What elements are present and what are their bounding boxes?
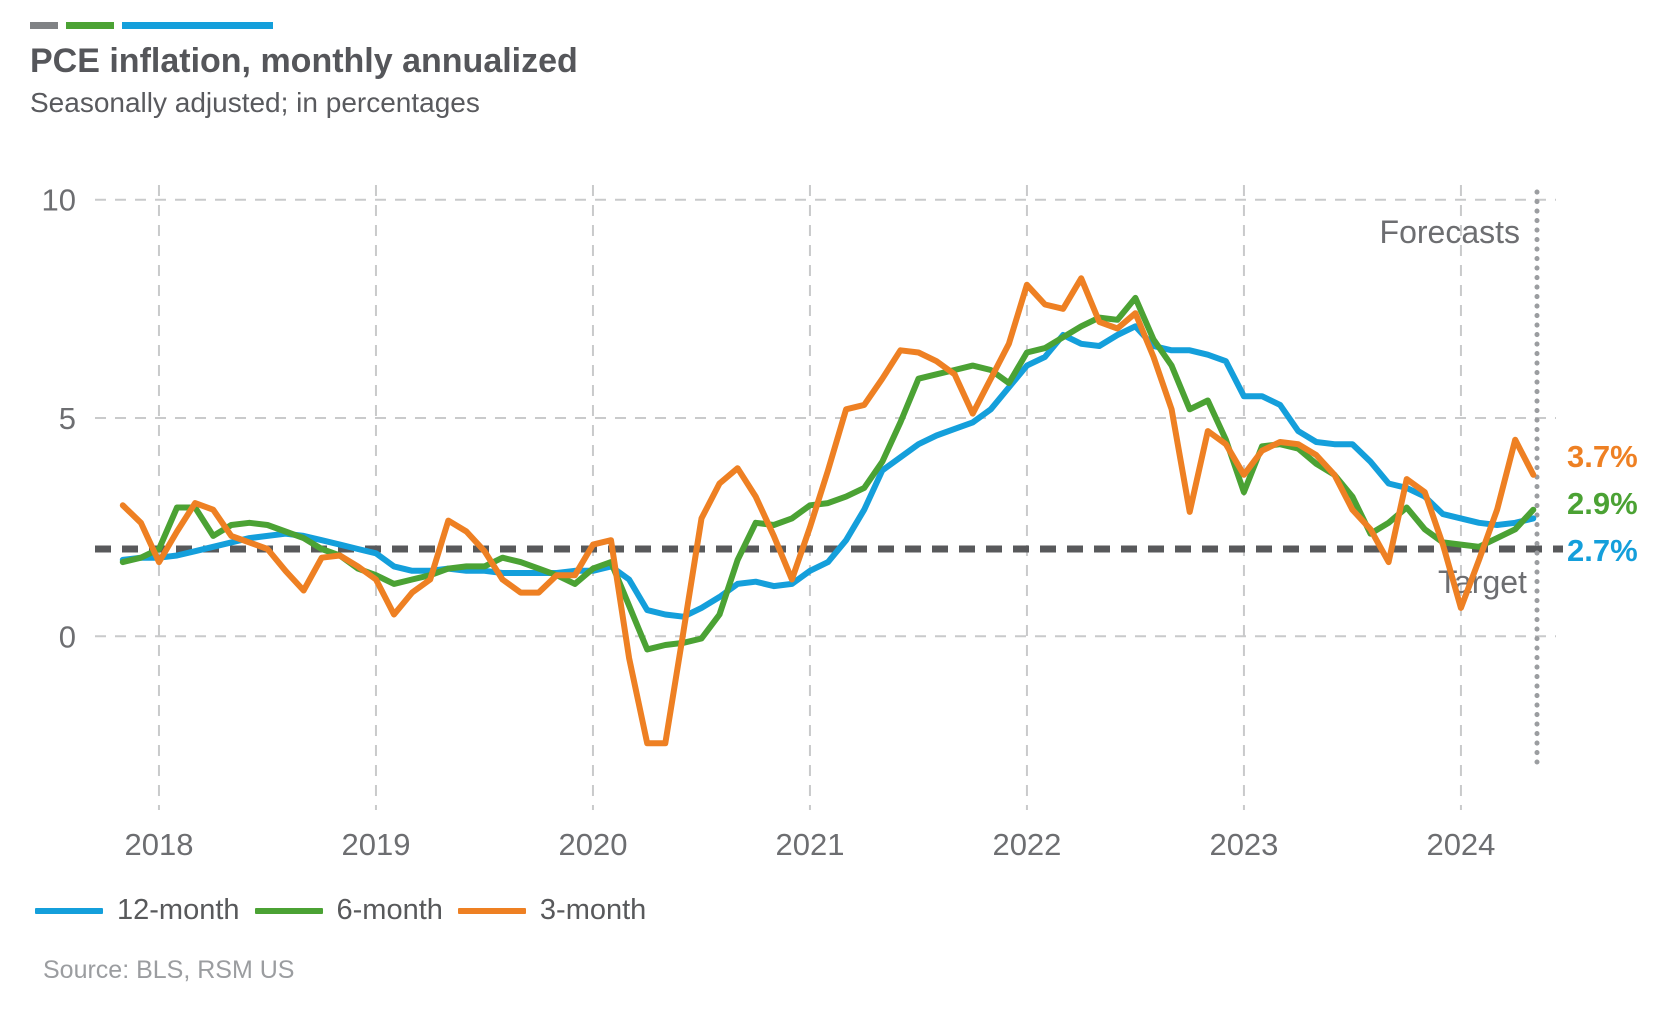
x-tick-label-2020: 2020 — [558, 827, 627, 862]
end-label-12-month: 2.7% — [1567, 533, 1638, 568]
legend-label-6-month: 6-month — [336, 894, 443, 926]
x-tick-label-2018: 2018 — [124, 827, 193, 862]
chart-legend: 12-month 6-month 3-month — [35, 894, 646, 927]
y-tick-label-10: 10 — [42, 183, 76, 218]
legend-swatch-3-month — [457, 907, 526, 914]
series-line-12-month — [119, 323, 1537, 620]
x-tick-label-2021: 2021 — [775, 827, 844, 862]
source-text: Source: BLS, RSM US — [43, 956, 295, 984]
legend-swatch-12-month — [35, 907, 103, 914]
legend-item-3-month: 3-month — [457, 894, 647, 927]
page-title: PCE inflation, monthly annualized — [30, 42, 578, 80]
x-tick-label-2024: 2024 — [1426, 827, 1495, 862]
page-subtitle: Seasonally adjusted; in percentages — [30, 87, 480, 118]
y-tick-label-5: 5 — [59, 401, 76, 436]
x-tick-label-2019: 2019 — [341, 827, 410, 862]
brand-marks — [30, 22, 578, 29]
legend-swatch-6-month — [254, 907, 323, 914]
x-tick-label-2023: 2023 — [1209, 827, 1278, 862]
chart-header: PCE inflation, monthly annualized Season… — [30, 22, 578, 119]
legend-item-6-month: 6-month — [254, 894, 443, 927]
brand-mark-blue — [122, 22, 273, 29]
legend-label-12-month: 12-month — [117, 894, 240, 926]
legend-label-3-month: 3-month — [539, 894, 647, 926]
y-tick-label-0: 0 — [59, 619, 76, 654]
x-tick-label-2022: 2022 — [992, 827, 1061, 862]
series-line-3-month — [119, 275, 1537, 747]
forecasts-label: Forecasts — [1380, 214, 1520, 250]
legend-item-12-month: 12-month — [35, 894, 240, 927]
brand-mark-green — [66, 22, 114, 29]
end-label-6-month: 2.9% — [1567, 486, 1638, 521]
brand-mark-gray — [30, 22, 58, 29]
end-label-3-month: 3.7% — [1567, 439, 1638, 474]
